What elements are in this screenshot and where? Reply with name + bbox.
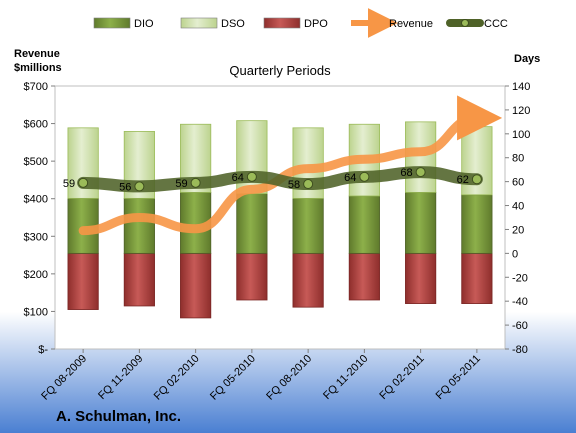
chart-title: Quarterly Periods [229,63,331,78]
ccc-data-label: 64 [344,172,356,184]
right-axis: -80 -60 -40 -20 0 20 40 60 80 100 120 140 [505,81,530,356]
dpo-bar [348,252,380,301]
ccc-data-label: 68 [400,167,412,179]
left-tick-label: $700 [24,81,48,93]
legend-swatch-dio [93,17,131,29]
dpo-bar [67,252,99,310]
dio-bar [292,197,324,254]
ccc-data-label: 59 [63,178,75,190]
right-tick-label: -80 [512,344,528,356]
dpo-bar [180,252,212,319]
ccc-point [359,171,370,182]
left-tick-label: $- [38,344,48,356]
dpo-bar [123,252,155,307]
ccc-point [246,171,257,182]
legend-label-dpo: DPO [304,18,328,30]
dpo-bar [292,252,324,308]
dio-bar [461,194,493,254]
right-tick-label: 0 [512,248,518,260]
right-tick-label: 120 [512,105,530,117]
dio-bar [405,191,437,254]
legend-label-dio: DIO [134,18,154,30]
left-tick-label: $400 [24,194,48,206]
left-axis-label-line2: $millions [14,62,62,74]
dio-bar [123,197,155,254]
ccc-line [77,166,483,193]
legend-swatch-dso [180,17,218,29]
right-tick-label: 60 [512,177,524,189]
ccc-point [134,181,145,192]
right-tick-label: 40 [512,201,524,213]
ccc-point [303,179,314,190]
ccc-point [415,167,426,178]
legend: DIO DSO DPO Revenue CCC [93,8,508,38]
right-tick-label: 140 [512,81,530,93]
ccc-data-label: 64 [232,172,244,184]
ccc-series: 59 56 59 64 58 64 68 62 [63,166,483,193]
right-tick-label: 80 [512,153,524,165]
left-tick-label: $600 [24,119,48,131]
right-tick-label: -60 [512,320,528,332]
ccc-point [471,174,482,185]
left-tick-label: $500 [24,156,48,168]
ccc-point [190,177,201,188]
dpo-bar [461,252,493,304]
right-tick-label: 20 [512,224,524,236]
legend-label-revenue: Revenue [389,18,433,30]
right-tick-label: -40 [512,296,528,308]
right-tick-label: 100 [512,129,530,141]
ccc-data-label: 58 [288,179,300,191]
legend-label-dso: DSO [221,18,245,30]
left-tick-label: $300 [24,231,48,243]
dso-bar [405,121,437,193]
left-axis-label-line1: Revenue [14,48,60,60]
legend-swatch-ccc-dot [461,19,469,27]
dpo-bar [236,252,268,301]
right-axis-label: Days [514,53,540,65]
ccc-data-label: 59 [175,178,187,190]
ccc-point [78,177,89,188]
right-tick-label: -20 [512,272,528,284]
company-name: A. Schulman, Inc. [56,408,181,425]
ccc-data-label: 62 [457,174,469,186]
left-tick-label: $100 [24,306,48,318]
ccc-data-label: 56 [119,181,131,193]
legend-label-ccc: CCC [484,18,508,30]
dio-bar [348,195,380,254]
dio-bar [236,193,268,254]
legend-swatch-dpo [263,17,301,29]
dpo-bar [405,252,437,304]
left-tick-label: $200 [24,269,48,281]
left-axis: $- $100 $200 $300 $400 $500 $600 $700 [24,81,55,356]
